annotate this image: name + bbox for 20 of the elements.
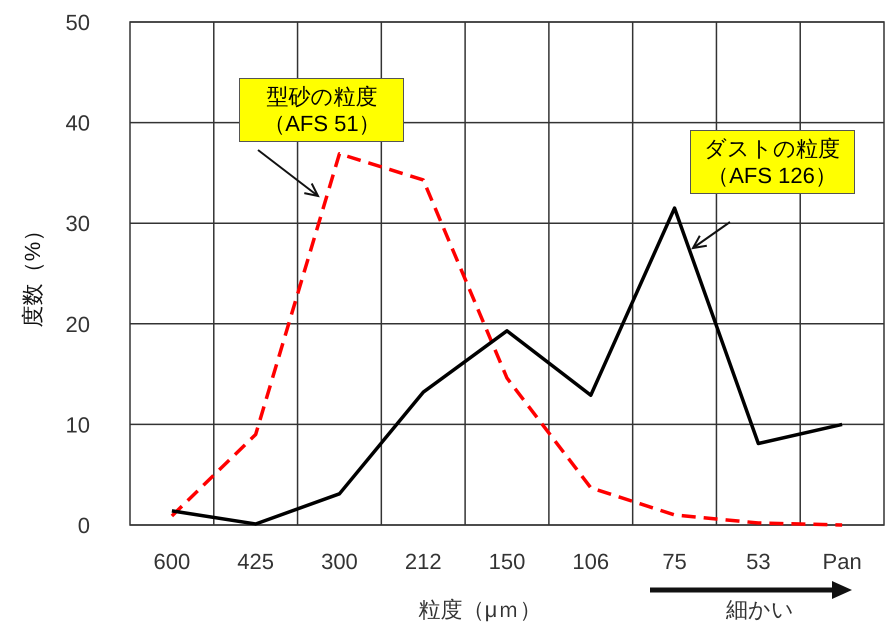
x-axis-title: 粒度（μｍ） <box>418 597 542 622</box>
y-tick-label: 10 <box>66 412 90 438</box>
y-tick-label: 40 <box>66 110 90 136</box>
x-tick-label: 300 <box>321 549 358 574</box>
x-tick-label: 53 <box>746 549 771 574</box>
y-tick-label: 30 <box>66 211 90 236</box>
y-tick-label: 0 <box>78 513 90 538</box>
y-axis-title: 度数（%） <box>20 220 45 328</box>
y-tick-label: 20 <box>66 312 90 337</box>
series-label: ダストの粒度（AFS 126） <box>690 130 855 194</box>
x-tick-label: 425 <box>237 549 274 574</box>
x-tick-label: 600 <box>154 549 190 574</box>
text: 細かい <box>725 597 794 622</box>
y-tick-label: 50 <box>66 10 90 35</box>
series-label: 型砂の粒度（AFS 51） <box>239 78 404 142</box>
x-tick-label: 75 <box>662 549 687 574</box>
x-tick-label: 150 <box>488 549 526 574</box>
x-tick-label: 212 <box>404 549 442 574</box>
x-tick-label: 106 <box>572 549 610 574</box>
x-tick-label: Pan <box>822 549 862 574</box>
